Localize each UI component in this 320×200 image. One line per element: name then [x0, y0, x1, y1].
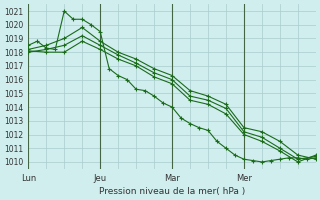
X-axis label: Pression niveau de la mer( hPa ): Pression niveau de la mer( hPa ) — [99, 187, 245, 196]
